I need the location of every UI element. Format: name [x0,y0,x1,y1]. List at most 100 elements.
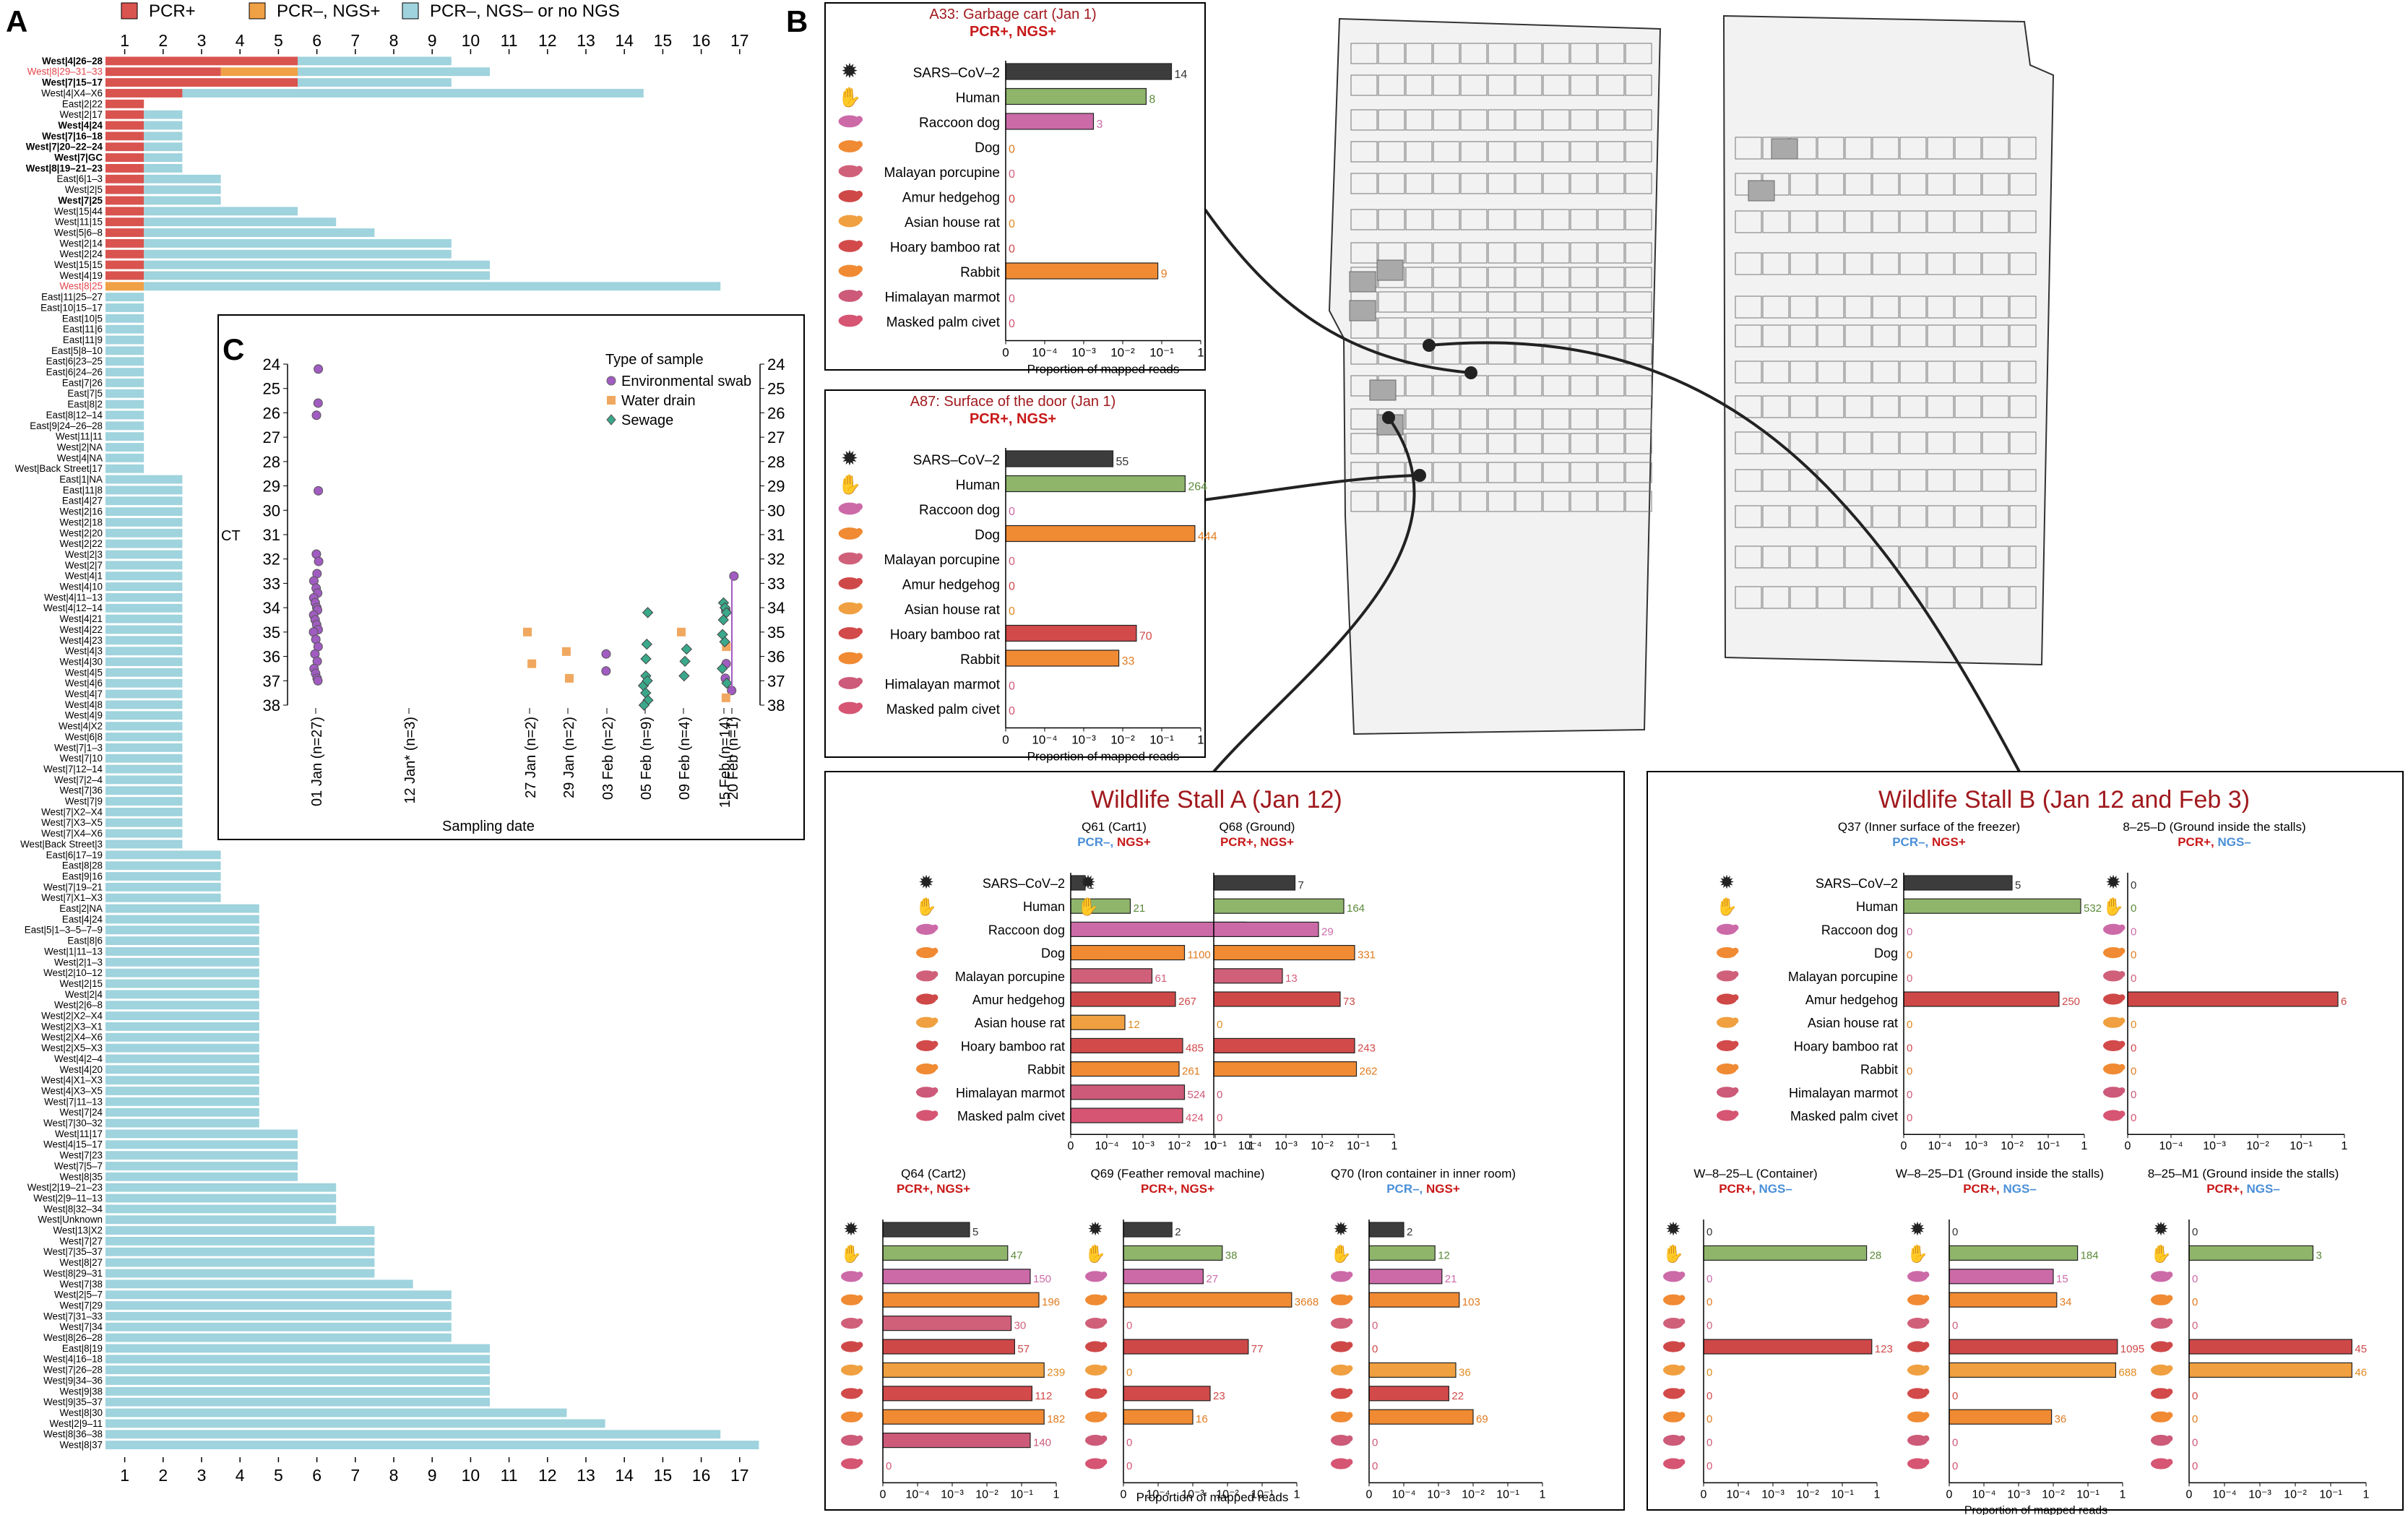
stall-label: East|6|23–25 [46,356,103,367]
sample-bar [105,293,144,302]
sample-bar [105,990,259,999]
axis-a-top-tick: 10 [462,31,480,50]
sample-bar [105,142,144,152]
sample-bar [105,1140,298,1149]
stall-label: West|4|X1–X3 [41,1075,103,1086]
stall-label: West|8|30 [59,1407,103,1418]
ct-point [314,556,324,566]
sample-bar [105,1386,490,1396]
read-count: 0 [1907,1019,1912,1031]
sample-bar [105,207,144,216]
sample-bar [144,238,452,248]
read-count: 61 [1155,972,1168,985]
species-label: Human [1856,899,1898,914]
species-label: Malayan porcupine [955,970,1065,984]
legend-environmental-swab: Environmental swab [621,374,751,389]
sample-bar [105,1290,452,1300]
stall-label: West|2|1–3 [54,957,103,967]
date-tick: 05 Feb (n=9) [639,717,655,800]
animal-icon [838,240,861,252]
virus-icon: ✹ [1909,1218,1925,1240]
read-bar [1949,1409,2053,1425]
sample-bar [105,625,183,634]
ct-point [640,653,652,665]
sample-bar [105,1247,375,1256]
read-count: 524 [1188,1089,1206,1101]
axis-tick: 10⁻⁴ [2212,1488,2236,1501]
ct-tick-right: 36 [767,648,785,666]
sample-bar [105,1151,298,1160]
sample-bar [105,249,144,259]
stall-label: West|7|2–4 [54,774,103,785]
axis-a-top-tick: 1 [120,31,129,50]
read-count: 0 [1952,1320,1958,1332]
read-bar [1368,1269,1443,1285]
stall-label: West|7|X1–X3 [41,892,103,903]
panel-c-scatter: C CT Sampling date Type of sample Enviro… [217,314,805,840]
animal-icon [838,264,861,277]
axis-tick: 10⁻¹ [1010,1488,1033,1501]
sample-bar [105,78,298,87]
sample-bar [105,668,183,677]
chart-status: PCR–, NGS+ [1386,1182,1460,1196]
read-count: 6 [2341,996,2347,1008]
animal-icon [838,215,861,228]
species-label: Masked palm civet [886,702,1001,717]
ct-point [679,655,691,668]
read-count: 0 [1009,318,1015,330]
animal-icon [1717,1110,1737,1121]
animal-icon [1078,993,1098,1005]
sample-bar [105,1237,375,1246]
sample-bar [105,121,144,130]
read-count: 0 [1009,681,1015,693]
read-count: 0 [2131,1042,2136,1054]
species-label: SARS–CoV–2 [1816,876,1898,891]
axis-tick: 10⁻⁴ [905,1488,929,1501]
panel-c-legend-title: Type of sample [605,352,704,368]
read-count: 0 [2192,1320,2198,1332]
stall-label: West|2|NA [57,441,103,452]
axis-a-top-tick: 3 [197,31,207,50]
read-count: 23 [1213,1390,1225,1402]
axis-a-top-tick: 15 [654,31,673,50]
read-count: 30 [1014,1320,1027,1332]
sample-bar [105,174,144,184]
read-bar [1368,1222,1404,1238]
species-label: Rabbit [960,652,1001,668]
stall-label: West|4|21 [59,613,103,624]
animal-icon [838,165,861,178]
read-count: 2 [1407,1226,1412,1238]
virus-icon: ✹ [1665,1218,1681,1240]
axis-tick: 0 [1211,1140,1217,1152]
ct-tick-right: 31 [767,526,785,544]
species-label: Masked palm civet [886,315,1001,330]
stall-label: West|4|30 [59,656,103,667]
axis-tick: 0 [1366,1488,1373,1501]
axis-a-top-tick: 14 [615,31,634,50]
read-count: 3668 [1295,1296,1319,1308]
chart-status: PCR+, NGS+ [970,411,1056,427]
read-count: 1095 [2120,1343,2144,1355]
sample-bar [105,1108,259,1117]
read-count: 46 [2355,1366,2367,1378]
read-count: 0 [1009,144,1015,156]
axis-a-top-tick: 6 [312,31,322,50]
stall-label: West|15|44 [54,206,103,217]
animal-icon [841,1458,861,1469]
stall-label: West|Unknown [38,1214,103,1225]
animal-icon [1907,1364,1928,1376]
axis-tick: 10⁻² [975,1488,998,1501]
date-tick: 12 Jan* (n=3) [402,717,418,804]
hand-icon: ✋ [1077,897,1099,917]
axis-tick: 10⁻³ [1274,1140,1298,1152]
legend-water-drain: Water drain [621,393,696,409]
animal-icon [2103,1063,2123,1075]
sample-bar [105,733,183,741]
stall-label: East|11|8 [63,485,103,496]
read-count: 0 [1126,1320,1132,1332]
read-bar [882,1292,1040,1308]
read-count: 0 [2131,949,2136,962]
read-count: 0 [1706,1273,1712,1285]
axis-tick: 10⁻¹ [1831,1488,1854,1501]
